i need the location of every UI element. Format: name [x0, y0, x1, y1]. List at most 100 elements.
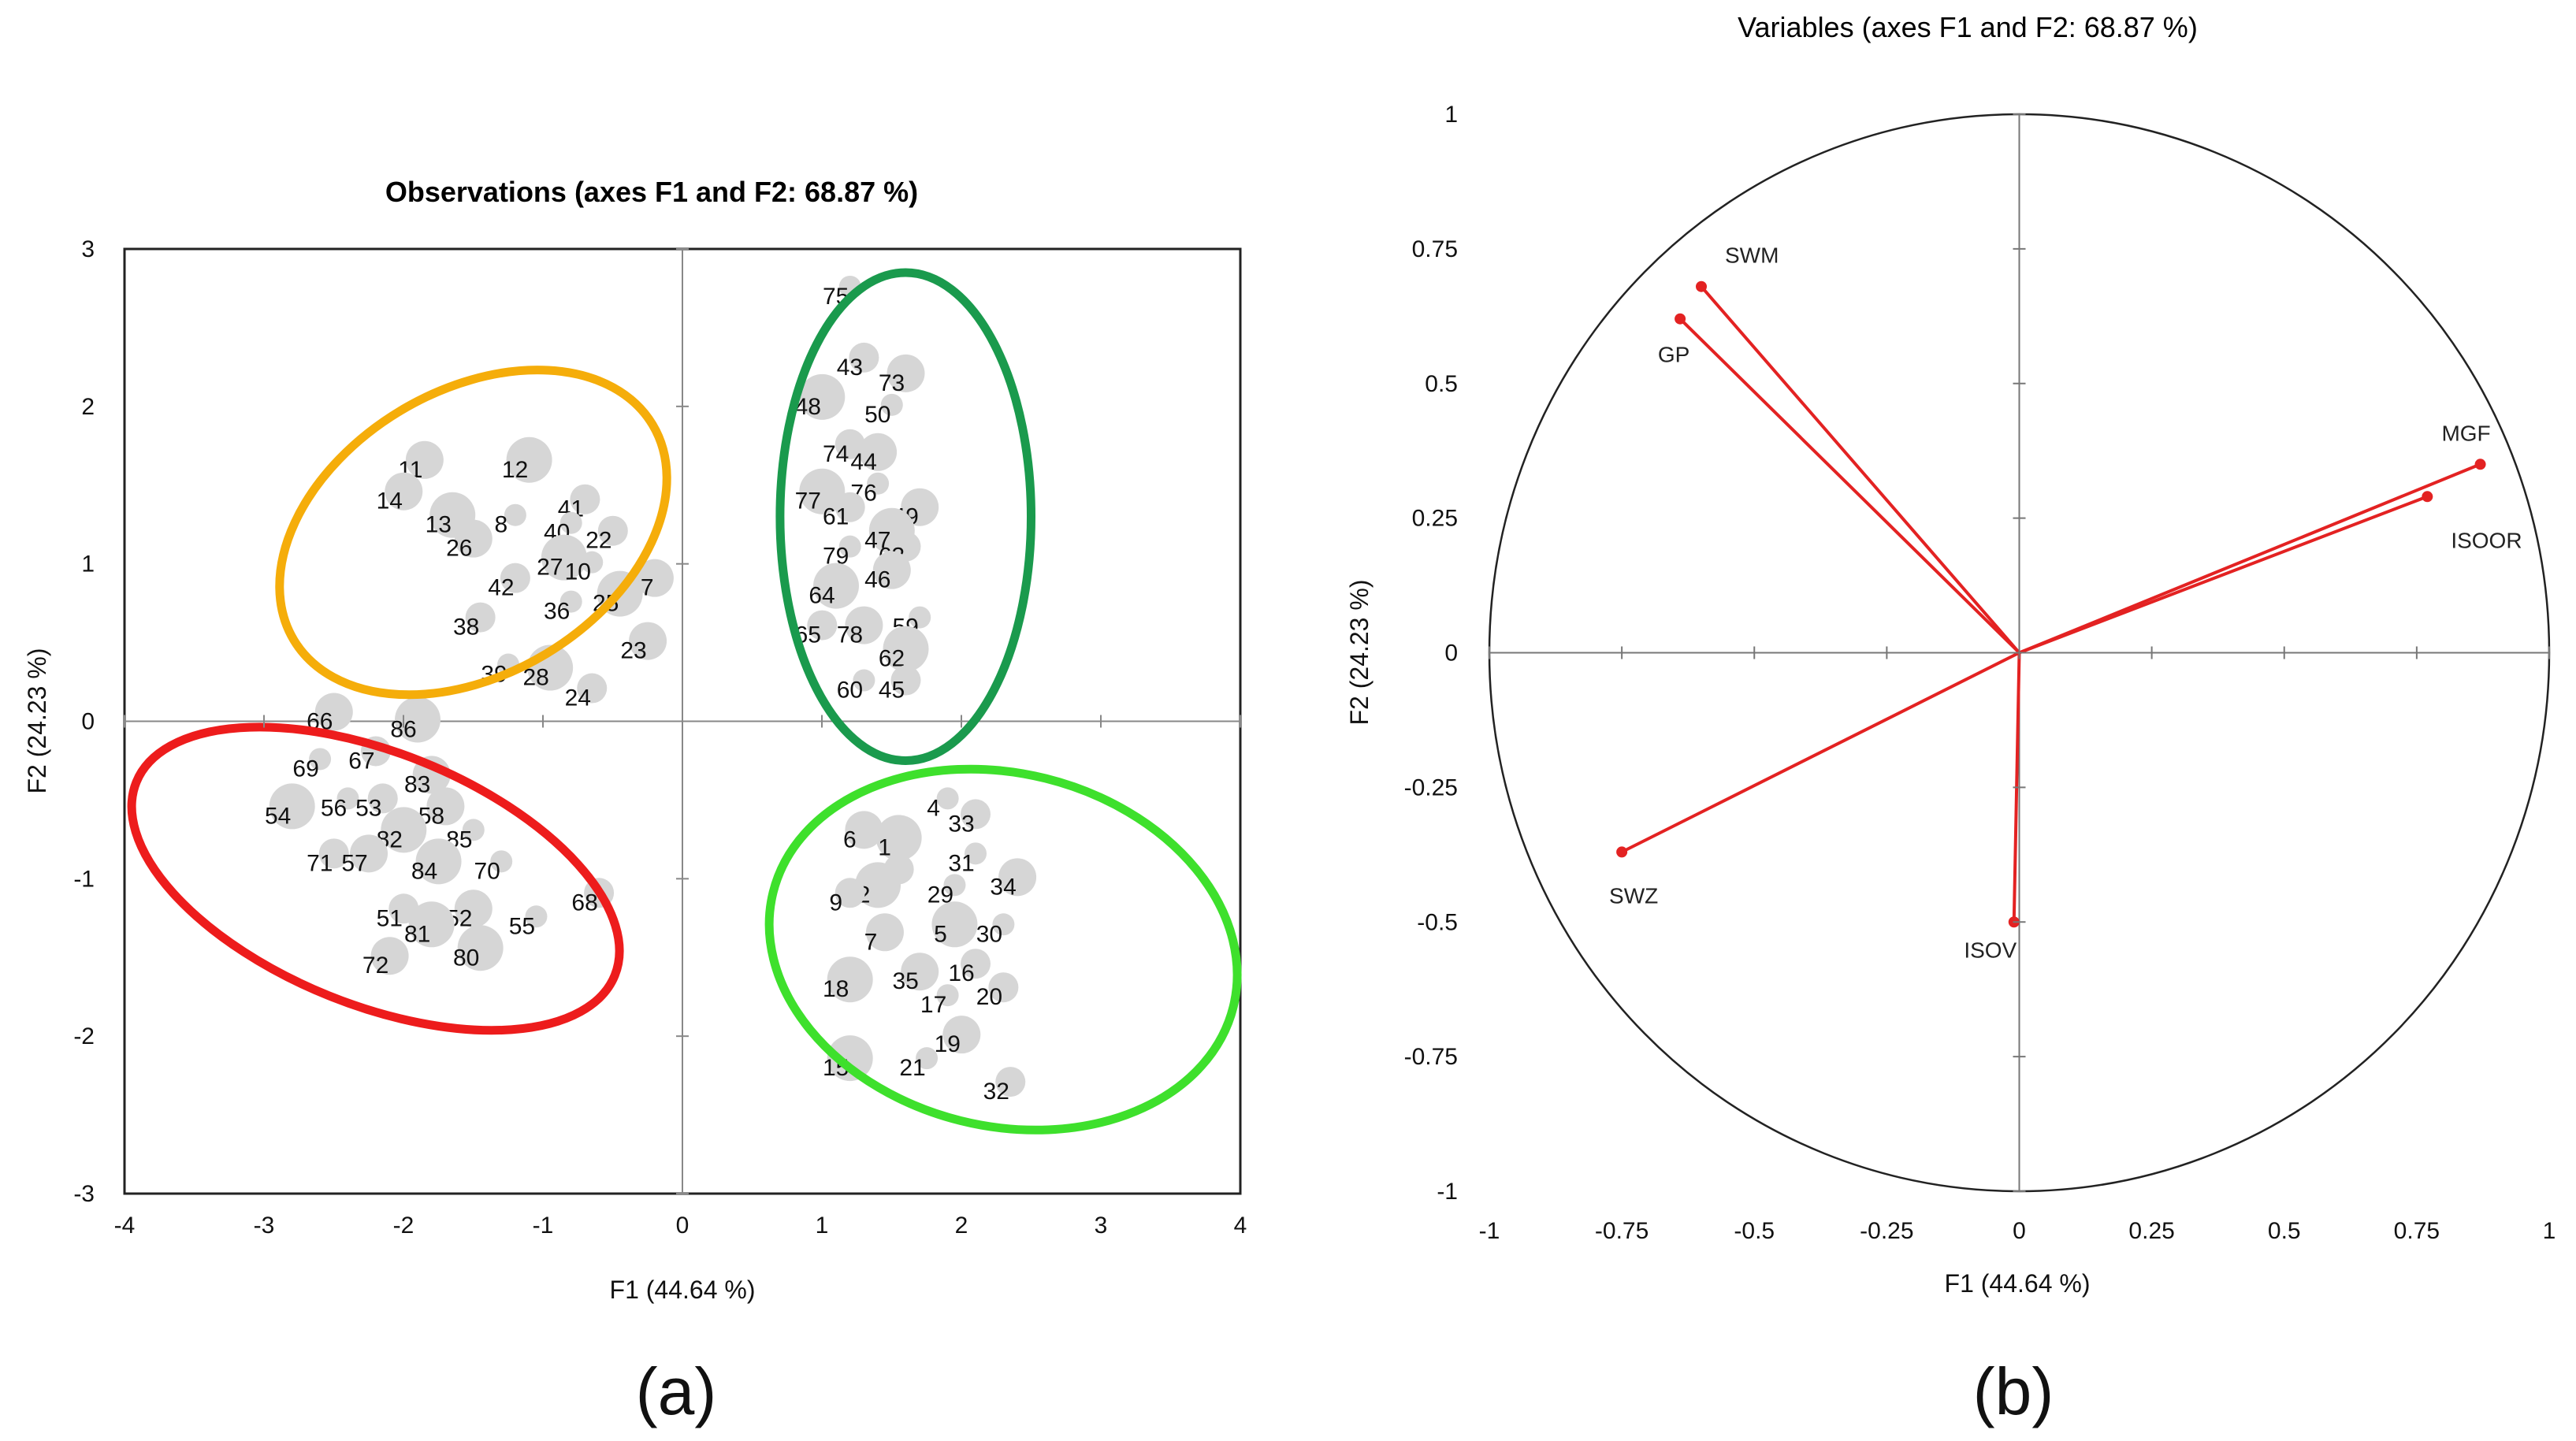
- vector-swm-tip: [1696, 280, 1707, 292]
- observation-point: [336, 787, 359, 810]
- variables-y-tick-label: -0.5: [1417, 909, 1458, 935]
- observation-label: 50: [864, 402, 890, 428]
- observation-label: 34: [990, 874, 1016, 900]
- observation-point: [961, 949, 991, 979]
- observation-point: [635, 559, 674, 597]
- cluster-top-left-ellipse: [275, 366, 671, 700]
- observation-point: [890, 665, 921, 696]
- variables-y-tick-label: -0.25: [1404, 774, 1458, 800]
- observation-point: [942, 1016, 981, 1054]
- observations-x-tick-label: 1: [816, 1213, 829, 1239]
- observation-point: [570, 484, 600, 514]
- observation-label: 47: [864, 528, 890, 554]
- observation-label: 9: [829, 889, 842, 915]
- observation-point: [961, 799, 991, 830]
- observation-point: [269, 783, 315, 830]
- vector-swz-label: SWZ: [1609, 883, 1658, 908]
- observation-label: 14: [377, 488, 403, 514]
- observation-label: 18: [823, 976, 849, 1002]
- observation-point: [916, 1047, 939, 1070]
- variables-x-tick-label: 0.5: [2268, 1218, 2301, 1244]
- observation-point: [799, 373, 846, 420]
- observation-point: [813, 563, 859, 609]
- observation-label: 67: [348, 748, 374, 774]
- observation-label: 64: [808, 583, 835, 609]
- variables-title: Variables (axes F1 and F2: 68.87 %): [1738, 11, 2198, 43]
- observation-label: 57: [341, 850, 367, 876]
- observation-label: 1: [878, 834, 891, 860]
- variables-vectors: SWM GP MGF ISOOR SWZ ISOV: [1609, 243, 2522, 963]
- observations-x-tick-label: -3: [254, 1213, 275, 1239]
- observation-point: [490, 850, 513, 873]
- variables-y-axis-label: F2 (24.23 %): [1345, 580, 1373, 726]
- observation-label: 24: [565, 685, 591, 711]
- observation-point: [887, 354, 925, 392]
- vector-swm: [1700, 285, 2021, 654]
- observation-point: [909, 606, 931, 629]
- observation-label: 83: [404, 771, 430, 797]
- observation-label: 12: [502, 457, 528, 483]
- variables-x-tick-label: -0.75: [1595, 1218, 1649, 1244]
- observation-point: [992, 913, 1015, 936]
- observation-label: 20: [976, 984, 1002, 1010]
- observations-y-tick-label: -1: [73, 866, 95, 892]
- variables-x-tick-label: -0.5: [1734, 1218, 1775, 1244]
- observations-y-tick-label: -3: [73, 1181, 95, 1207]
- observation-label: 21: [899, 1055, 925, 1081]
- observation-point: [465, 602, 496, 633]
- vector-mgf-label: MGF: [2441, 421, 2490, 445]
- variables-x-tick-label: 0.25: [2128, 1218, 2174, 1244]
- observation-point: [883, 626, 929, 672]
- panel-b: Variables (axes F1 and F2: 68.87 %) SWM G…: [1345, 11, 2556, 1428]
- observations-x-tick-label: -4: [114, 1213, 136, 1239]
- vector-swz-tip: [1616, 846, 1628, 858]
- observations-y-tick-label: -2: [73, 1023, 95, 1049]
- observation-point: [408, 901, 455, 948]
- observation-point: [415, 838, 462, 885]
- observation-label: 81: [404, 921, 430, 947]
- cluster-bottom-right-ellipse: [764, 764, 1242, 1135]
- observation-label: 80: [453, 945, 479, 971]
- observation-label: 36: [544, 599, 570, 625]
- observation-point: [931, 901, 978, 948]
- observation-point: [541, 534, 587, 581]
- panel-b-label: (b): [1973, 1354, 2054, 1428]
- observation-label: 38: [453, 615, 479, 641]
- observation-point: [936, 984, 959, 1007]
- variables-x-tick-label: 1: [2543, 1218, 2556, 1244]
- observation-label: 60: [837, 678, 863, 704]
- observation-label: 4: [927, 795, 940, 821]
- variables-ticks: -1 -0.75 -0.5 -0.25 0 0.25 0.5 0.75 1 -1 -0.75 -0.5…: [1404, 102, 2556, 1244]
- observation-point: [504, 503, 526, 526]
- observation-label: 31: [948, 850, 974, 876]
- variables-y-tick-label: -0.75: [1404, 1044, 1458, 1070]
- observations-x-tick-label: -2: [393, 1213, 414, 1239]
- observation-point: [943, 874, 966, 897]
- observations-title: Observations (axes F1 and F2: 68.87 %): [385, 176, 918, 208]
- observation-point: [500, 563, 530, 593]
- observations-x-tick-label: 0: [676, 1213, 690, 1239]
- observation-point: [859, 433, 898, 471]
- observation-point: [838, 535, 861, 558]
- vector-isoor-tip: [2422, 491, 2433, 503]
- observation-point: [395, 696, 440, 743]
- observation-label: 68: [571, 889, 597, 915]
- observation-label: 45: [879, 678, 905, 704]
- observation-point: [370, 937, 409, 975]
- vector-swz: [1621, 651, 2020, 854]
- observation-point: [597, 515, 628, 546]
- observation-label: 27: [537, 555, 563, 581]
- observation-point: [988, 972, 1019, 1003]
- variables-y-tick-label: -1: [1437, 1179, 1458, 1205]
- observation-point: [835, 429, 865, 459]
- observation-label: 78: [837, 622, 863, 648]
- observation-label: 43: [837, 355, 863, 381]
- variables-y-tick-label: 0.25: [1412, 506, 1458, 532]
- observation-point: [525, 905, 548, 928]
- variables-y-tick-label: 1: [1444, 102, 1458, 128]
- observation-label: 7: [864, 929, 878, 955]
- observation-label: 5: [934, 921, 947, 947]
- observation-point: [835, 878, 865, 908]
- vector-isoor: [2018, 495, 2429, 655]
- observation-point: [875, 815, 922, 861]
